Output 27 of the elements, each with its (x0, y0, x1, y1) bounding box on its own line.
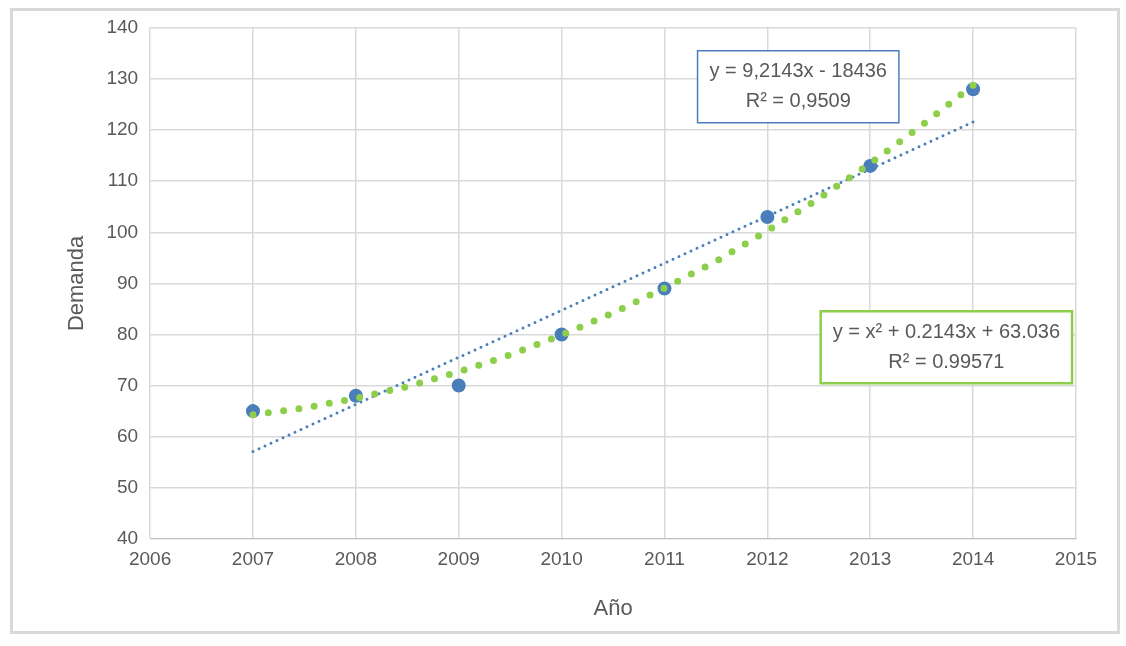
x-tick-label: 2009 (437, 548, 480, 570)
point (760, 210, 775, 224)
y-tick-label: 80 (116, 322, 139, 344)
y-tick-label: 120 (106, 118, 139, 140)
y-tick-label: 110 (107, 169, 139, 191)
x-tick-label: 2008 (334, 548, 377, 570)
y-tick-label: 50 (116, 475, 139, 497)
y-tick-label: 40 (116, 527, 139, 549)
y-tick-label: 70 (116, 373, 139, 395)
x-tick-label: 2010 (540, 548, 583, 570)
y-tick-label: 100 (106, 220, 139, 242)
y-tick-label: 60 (116, 424, 139, 446)
x-tick-label: 2013 (849, 548, 892, 570)
y-tick-label: 130 (106, 67, 139, 89)
y-tick-label: 90 (116, 271, 139, 293)
point (451, 378, 466, 393)
x-tick-label: 2011 (644, 548, 685, 570)
y-tick-label: 140 (106, 16, 139, 38)
annotation: y = 9,2143x - 18436 R² = 0,9509 (709, 59, 887, 112)
y-axis-title: Demanda (63, 234, 89, 332)
annotation: y = x² + 0.2143x + 63.036 R² = 0.99571 (832, 319, 1061, 372)
x-tick-label: 2007 (231, 548, 275, 570)
x-tick-label: 2012 (746, 548, 789, 570)
x-tick-label: 2014 (951, 548, 995, 570)
x-axis-title: Año (593, 594, 633, 620)
x-tick-label: 2006 (128, 548, 172, 570)
x-tick-label: 2015 (1054, 548, 1098, 570)
